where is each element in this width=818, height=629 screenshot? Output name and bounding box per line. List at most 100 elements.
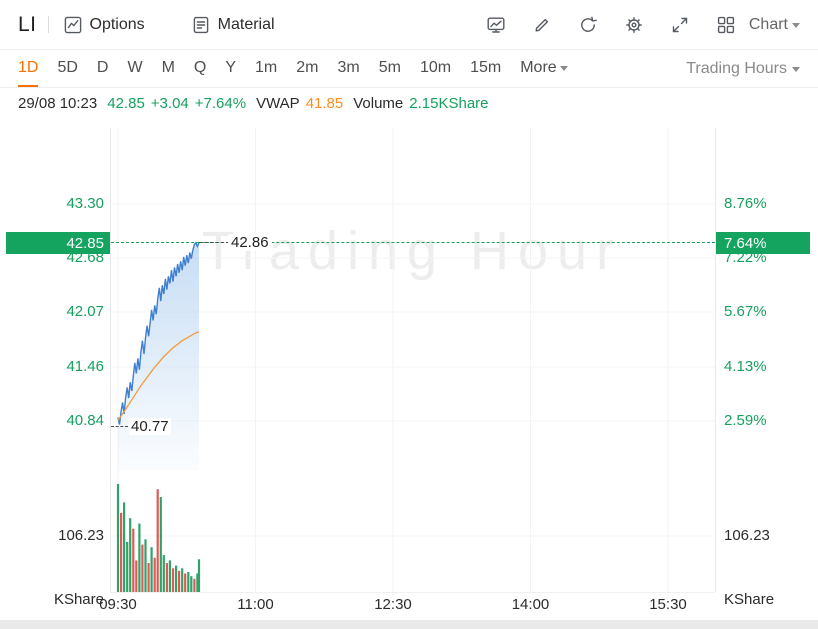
volume-bar (144, 539, 147, 592)
volume-bar (156, 489, 159, 592)
volume-bar (132, 528, 135, 592)
current-price-badge: 42.85 (6, 232, 110, 254)
volume-bar (187, 572, 190, 592)
time-axis-label: 14:00 (511, 596, 550, 613)
pencil-icon (535, 18, 548, 32)
volume-unit-right: KShare (724, 591, 775, 608)
price-axis-label-left: 40.84 (66, 412, 104, 429)
price-axis-label-left: 42.07 (66, 303, 104, 320)
volume-bar (184, 573, 187, 592)
last-price-dashed-line (111, 242, 715, 243)
volume-baseline (110, 592, 715, 593)
vwap-line (117, 331, 200, 421)
current-pct-badge: 7.64% (716, 232, 810, 254)
last-price-tag: 42.86 (228, 234, 272, 251)
layout-grid-icon (717, 16, 734, 33)
volume-bar (159, 497, 162, 592)
price-line (117, 241, 200, 425)
time-axis-label: 09:30 (99, 596, 137, 613)
pct-axis-label-right: 5.67% (724, 303, 767, 320)
volume-bar (181, 568, 184, 592)
price-axis-label-left: 41.46 (66, 358, 104, 375)
time-axis-label: 15:30 (649, 596, 687, 613)
chart-type-dropdown[interactable]: Chart (749, 16, 800, 34)
volume-bar (126, 541, 129, 592)
tab-q[interactable]: Q (193, 58, 207, 76)
volume-bar (162, 555, 165, 592)
tab-10m[interactable]: 10m (419, 58, 452, 76)
tab-3m[interactable]: 3m (337, 58, 360, 76)
volume-label: Volume (353, 94, 404, 112)
pct-axis-label-right: 2.59% (724, 412, 767, 429)
volume-bar (193, 578, 196, 592)
fullscreen-button[interactable] (669, 14, 691, 36)
tabs-list: 1D 5D D W M Q Y 1m 2m 3m 5m 10m 15m More (18, 50, 587, 87)
tab-y[interactable]: Y (225, 58, 237, 76)
trading-hours-dropdown[interactable]: Trading Hours (686, 50, 800, 87)
trading-hours-label: Trading Hours (686, 59, 787, 77)
tab-1d[interactable]: 1D (18, 50, 39, 87)
fullscreen-icon (672, 17, 688, 32)
chevron-down-icon (792, 66, 800, 76)
volume-bar (138, 523, 141, 592)
volume-bar (196, 573, 199, 592)
time-axis-label: 12:30 (374, 596, 412, 613)
volume-bar (123, 502, 126, 592)
tab-m[interactable]: M (161, 58, 175, 76)
material-icon (193, 16, 208, 33)
volume-bar (141, 544, 144, 592)
volume-bar (129, 518, 132, 592)
toolbar-icon-row (485, 14, 737, 36)
pct-axis-label-right: 4.13% (724, 358, 767, 375)
tab-w[interactable]: W (127, 58, 143, 76)
price-chart-svg[interactable] (110, 128, 715, 470)
volume-bar (135, 560, 138, 592)
refresh-button[interactable] (577, 14, 599, 36)
volume-bar (168, 560, 171, 592)
horizontal-scrollbar[interactable] (0, 620, 818, 629)
tab-more[interactable]: More (520, 50, 568, 87)
symbol-label: LI (18, 12, 37, 36)
volume-bar (116, 483, 120, 592)
volume-bar (120, 512, 123, 592)
options-label: Options (89, 15, 145, 33)
volume-value: 2.15KShare (409, 94, 489, 112)
pct-axis-label-right: 8.76% (724, 195, 767, 212)
tab-5m[interactable]: 5m (378, 58, 401, 76)
material-label: Material (217, 15, 275, 33)
volume-bar (171, 568, 175, 592)
open-price-tag: 40.77 (129, 418, 171, 435)
tab-2m[interactable]: 2m (296, 58, 319, 76)
plot-left-border (110, 128, 111, 592)
chevron-down-icon (559, 65, 568, 75)
volume-bar (178, 570, 181, 592)
volume-chart-svg[interactable] (110, 470, 715, 592)
options-chart-icon (64, 16, 81, 33)
drawing-tools-button[interactable] (531, 14, 553, 36)
volume-bar (147, 563, 150, 592)
watermark: Trading Hour (201, 221, 624, 281)
monitor-chart-button[interactable] (485, 14, 507, 36)
volume-bar (165, 563, 168, 592)
options-button[interactable]: Options (63, 15, 145, 35)
time-axis-label: 11:00 (237, 596, 274, 613)
vwap-value: 41.85 (305, 94, 344, 112)
volume-bar (197, 559, 201, 592)
tab-1m[interactable]: 1m (255, 58, 278, 76)
quote-last-price: 42.85 (107, 94, 145, 112)
toolbar: LI Options Material (0, 0, 818, 50)
layout-grid-button[interactable] (715, 14, 737, 36)
volume-unit-left: KShare (53, 591, 104, 608)
tab-5d[interactable]: 5D (57, 58, 78, 76)
tab-15m[interactable]: 15m (470, 58, 502, 76)
tab-d[interactable]: D (96, 58, 109, 76)
price-area-fill (118, 242, 199, 470)
open-ref-dash-segment (111, 426, 128, 427)
chart-dropdown-label: Chart (748, 15, 788, 33)
quote-change: +3.04 (150, 94, 189, 112)
material-button[interactable]: Material (191, 15, 275, 35)
settings-button[interactable] (623, 14, 645, 36)
vwap-label: VWAP (256, 94, 300, 112)
last-price-dash-segment (199, 242, 229, 243)
